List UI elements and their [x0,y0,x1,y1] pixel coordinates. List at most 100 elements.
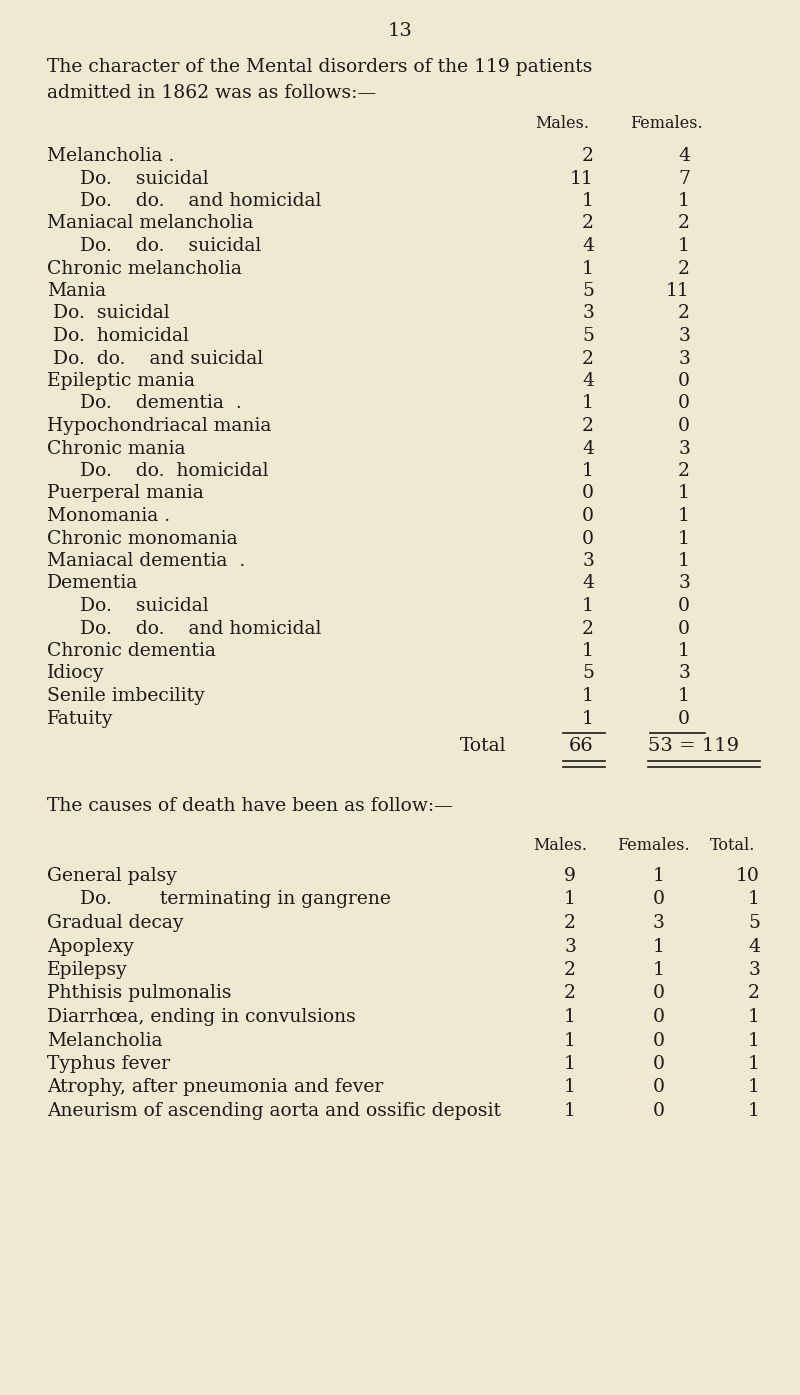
Text: Do.        terminating in gangrene: Do. terminating in gangrene [80,890,391,908]
Text: Epileptic mania: Epileptic mania [47,372,195,391]
Text: 1: 1 [748,1031,760,1049]
Text: 3: 3 [582,552,594,571]
Text: 1: 1 [678,237,690,255]
Text: The character of the Mental disorders of the 119 patients: The character of the Mental disorders of… [47,59,592,75]
Text: 2: 2 [564,985,576,1003]
Text: The causes of death have been as follow:—: The causes of death have been as follow:… [47,797,453,815]
Text: Gradual decay: Gradual decay [47,914,183,932]
Text: 4: 4 [582,237,594,255]
Text: 3: 3 [678,664,690,682]
Text: 4: 4 [748,937,760,956]
Text: 3: 3 [564,937,576,956]
Text: 1: 1 [678,484,690,502]
Text: 0: 0 [678,372,690,391]
Text: Phthisis pulmonalis: Phthisis pulmonalis [47,985,231,1003]
Text: 0: 0 [653,1055,665,1073]
Text: Do.  do.    and suicidal: Do. do. and suicidal [47,350,263,367]
Text: 2: 2 [582,417,594,435]
Text: 10: 10 [736,868,760,884]
Text: 1: 1 [582,395,594,413]
Text: 0: 0 [678,597,690,615]
Text: 5: 5 [582,326,594,345]
Text: 0: 0 [653,1078,665,1096]
Text: 2: 2 [564,961,576,979]
Text: 4: 4 [678,146,690,165]
Text: Chronic monomania: Chronic monomania [47,530,238,547]
Text: Epilepsy: Epilepsy [47,961,128,979]
Text: Maniacal melancholia: Maniacal melancholia [47,215,254,233]
Text: 0: 0 [678,417,690,435]
Text: 7: 7 [678,170,690,187]
Text: 4: 4 [582,439,594,458]
Text: Chronic melancholia: Chronic melancholia [47,259,242,278]
Text: 1: 1 [653,961,665,979]
Text: Females.: Females. [617,837,690,854]
Text: 3: 3 [678,350,690,367]
Text: Do.    dementia  .: Do. dementia . [80,395,242,413]
Text: Monomania .: Monomania . [47,506,170,525]
Text: 3: 3 [678,326,690,345]
Text: 1: 1 [582,597,594,615]
Text: 1: 1 [653,937,665,956]
Text: 0: 0 [678,395,690,413]
Text: General palsy: General palsy [47,868,177,884]
Text: 0: 0 [653,1031,665,1049]
Text: Dementia: Dementia [47,575,138,593]
Text: 1: 1 [582,193,594,211]
Text: 1: 1 [582,259,594,278]
Text: 2: 2 [678,259,690,278]
Text: Do.  homicidal: Do. homicidal [47,326,189,345]
Text: 4: 4 [582,372,594,391]
Text: 1: 1 [582,462,594,480]
Text: Do.  suicidal: Do. suicidal [47,304,170,322]
Text: Melancholia .: Melancholia . [47,146,174,165]
Text: 1: 1 [678,642,690,660]
Text: 0: 0 [678,619,690,638]
Text: 0: 0 [582,530,594,547]
Text: 2: 2 [582,350,594,367]
Text: 1: 1 [748,1009,760,1025]
Text: 2: 2 [678,304,690,322]
Text: Atrophy, after pneumonia and fever: Atrophy, after pneumonia and fever [47,1078,383,1096]
Text: 2: 2 [748,985,760,1003]
Text: 2: 2 [678,462,690,480]
Text: Puerperal mania: Puerperal mania [47,484,204,502]
Text: 1: 1 [678,552,690,571]
Text: Melancholia: Melancholia [47,1031,162,1049]
Text: 1: 1 [678,193,690,211]
Text: 1: 1 [582,686,594,704]
Text: 1: 1 [564,890,576,908]
Text: 3: 3 [653,914,665,932]
Text: 2: 2 [564,914,576,932]
Text: Do.    do.    and homicidal: Do. do. and homicidal [80,193,322,211]
Text: 1: 1 [564,1009,576,1025]
Text: 11: 11 [570,170,594,187]
Text: 2: 2 [678,215,690,233]
Text: Senile imbecility: Senile imbecility [47,686,205,704]
Text: 0: 0 [582,484,594,502]
Text: 1: 1 [564,1102,576,1120]
Text: Diarrhœa, ending in convulsions: Diarrhœa, ending in convulsions [47,1009,356,1025]
Text: 1: 1 [564,1055,576,1073]
Text: 3: 3 [678,439,690,458]
Text: 0: 0 [653,985,665,1003]
Text: Do.    suicidal: Do. suicidal [80,170,209,187]
Text: 9: 9 [564,868,576,884]
Text: 1: 1 [748,1055,760,1073]
Text: Idiocy: Idiocy [47,664,105,682]
Text: 1: 1 [653,868,665,884]
Text: 0: 0 [653,890,665,908]
Text: 5: 5 [582,664,594,682]
Text: Do.    do.  homicidal: Do. do. homicidal [80,462,269,480]
Text: Do.    do.    suicidal: Do. do. suicidal [80,237,262,255]
Text: Total.: Total. [710,837,755,854]
Text: 4: 4 [582,575,594,593]
Text: 1: 1 [748,1102,760,1120]
Text: 1: 1 [678,530,690,547]
Text: Maniacal dementia  .: Maniacal dementia . [47,552,246,571]
Text: 0: 0 [678,710,690,728]
Text: Do.    suicidal: Do. suicidal [80,597,209,615]
Text: Chronic dementia: Chronic dementia [47,642,216,660]
Text: Aneurism of ascending aorta and ossific deposit: Aneurism of ascending aorta and ossific … [47,1102,501,1120]
Text: 11: 11 [666,282,690,300]
